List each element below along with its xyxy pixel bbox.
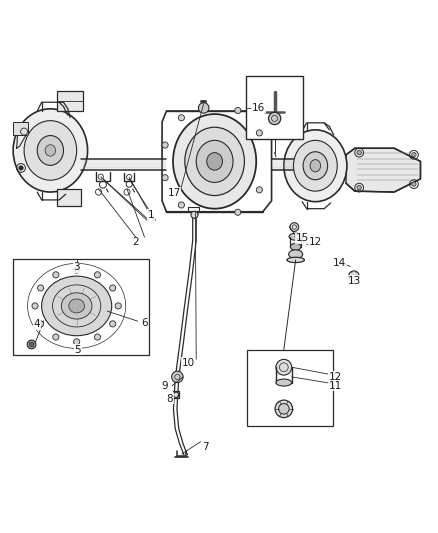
Circle shape [256, 187, 262, 193]
Circle shape [198, 103, 209, 113]
Circle shape [235, 209, 241, 215]
Circle shape [191, 211, 198, 219]
Text: 5: 5 [74, 345, 81, 355]
Bar [57, 189, 81, 206]
Bar [57, 91, 83, 111]
Circle shape [162, 142, 168, 148]
Text: 10: 10 [182, 358, 195, 368]
Ellipse shape [42, 276, 112, 336]
Text: 8: 8 [166, 394, 173, 404]
Circle shape [290, 223, 299, 231]
Text: 12: 12 [309, 237, 322, 247]
Ellipse shape [196, 140, 233, 182]
Circle shape [256, 130, 262, 136]
Circle shape [268, 112, 281, 125]
Circle shape [27, 340, 36, 349]
Circle shape [173, 392, 179, 398]
Circle shape [357, 185, 361, 190]
Circle shape [74, 339, 80, 345]
Text: 11: 11 [328, 381, 342, 391]
Circle shape [178, 115, 184, 121]
Text: 13: 13 [348, 276, 361, 286]
Polygon shape [346, 148, 420, 192]
Ellipse shape [284, 130, 347, 201]
Circle shape [53, 272, 59, 278]
Circle shape [94, 334, 101, 340]
Text: 14: 14 [333, 258, 346, 268]
Ellipse shape [69, 299, 85, 313]
Ellipse shape [290, 243, 301, 251]
Circle shape [110, 285, 116, 291]
Text: 2: 2 [132, 237, 139, 247]
Ellipse shape [276, 379, 292, 386]
Text: 4: 4 [34, 319, 41, 329]
Circle shape [276, 359, 292, 375]
Circle shape [235, 108, 241, 114]
Text: 6: 6 [141, 318, 148, 328]
Ellipse shape [37, 135, 64, 165]
Circle shape [74, 267, 80, 273]
Text: 16: 16 [252, 103, 265, 113]
Circle shape [412, 182, 416, 187]
Text: 3: 3 [73, 262, 80, 272]
Bar [246, 76, 303, 140]
Ellipse shape [310, 159, 321, 172]
Text: 7: 7 [201, 442, 208, 452]
Circle shape [38, 321, 44, 327]
Ellipse shape [293, 140, 337, 191]
Circle shape [349, 271, 359, 281]
Ellipse shape [287, 257, 304, 263]
Circle shape [162, 175, 168, 181]
Ellipse shape [185, 127, 244, 196]
Circle shape [279, 403, 289, 414]
Text: 12: 12 [328, 372, 342, 382]
Ellipse shape [28, 264, 125, 348]
Circle shape [357, 150, 361, 155]
Text: 1: 1 [148, 210, 155, 220]
Bar [13, 122, 28, 135]
Ellipse shape [289, 233, 302, 240]
Ellipse shape [45, 145, 56, 156]
Ellipse shape [24, 120, 77, 180]
Ellipse shape [207, 152, 223, 170]
Circle shape [32, 303, 38, 309]
Text: 9: 9 [161, 381, 168, 391]
Text: 17: 17 [168, 188, 181, 198]
Ellipse shape [303, 152, 328, 180]
Circle shape [172, 371, 183, 383]
Circle shape [275, 400, 293, 418]
Ellipse shape [61, 293, 92, 319]
Bar [13, 259, 149, 355]
Circle shape [178, 202, 184, 208]
Circle shape [412, 152, 416, 157]
Circle shape [19, 166, 23, 170]
Circle shape [38, 285, 44, 291]
Circle shape [53, 334, 59, 340]
Circle shape [94, 272, 101, 278]
Ellipse shape [289, 250, 303, 259]
Circle shape [110, 321, 116, 327]
Circle shape [29, 342, 34, 346]
Ellipse shape [173, 114, 256, 209]
Circle shape [115, 303, 121, 309]
Ellipse shape [13, 109, 88, 192]
Bar [247, 350, 333, 426]
Text: 15: 15 [296, 233, 309, 243]
